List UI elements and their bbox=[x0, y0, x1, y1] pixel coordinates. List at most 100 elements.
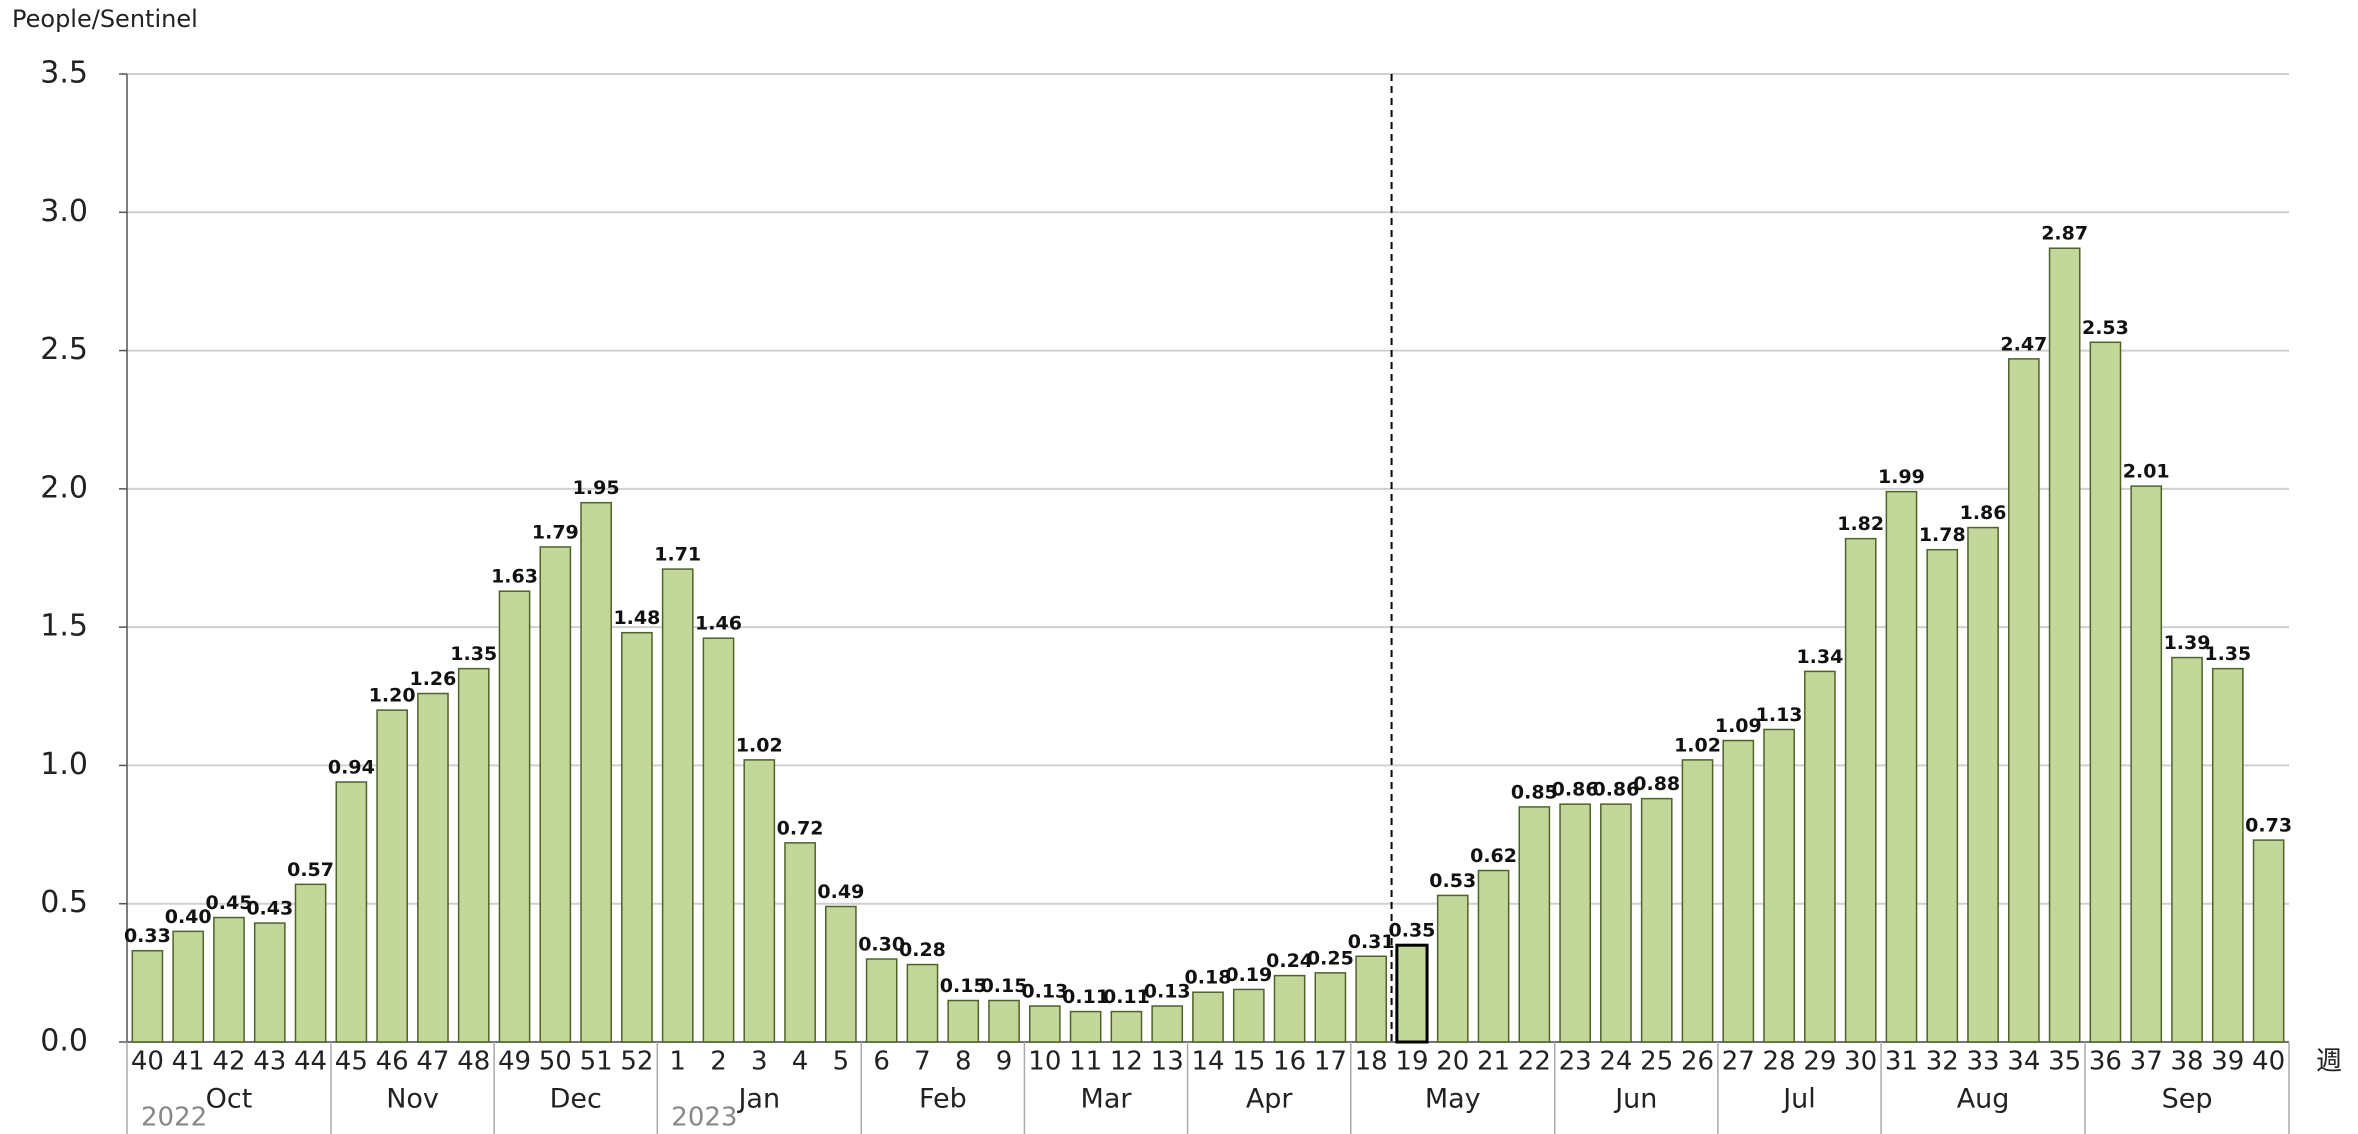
bar bbox=[702, 637, 735, 1043]
y-tick-label: 3.0 bbox=[40, 194, 88, 229]
year-label: 2022 bbox=[141, 1103, 207, 1133]
value-label: 2.01 bbox=[2123, 461, 2170, 483]
bar bbox=[1028, 1005, 1061, 1043]
value-label: 0.15 bbox=[981, 975, 1028, 997]
x-tick-label: 30 bbox=[1844, 1047, 1877, 1077]
x-tick-label: 5 bbox=[833, 1047, 850, 1077]
value-label: 0.49 bbox=[817, 881, 864, 903]
x-tick-label: 40 bbox=[2252, 1047, 2285, 1077]
x-tick-label: 47 bbox=[416, 1047, 449, 1077]
x-tick-label: 12 bbox=[1110, 1047, 1143, 1077]
year-label: 2023 bbox=[671, 1103, 737, 1133]
bar bbox=[1885, 490, 1918, 1043]
x-tick-label: 3 bbox=[751, 1047, 768, 1077]
value-label: 1.71 bbox=[654, 544, 701, 566]
x-tick-label: 29 bbox=[1803, 1047, 1836, 1077]
value-label: 0.35 bbox=[1389, 920, 1436, 942]
y-tick-label: 2.5 bbox=[40, 332, 88, 367]
bar bbox=[906, 963, 939, 1043]
value-label: 0.73 bbox=[2245, 815, 2292, 837]
x-tick-label: 1 bbox=[669, 1047, 686, 1077]
bar bbox=[2171, 656, 2203, 1043]
x-tick-label: 40 bbox=[131, 1047, 164, 1077]
value-label: 1.02 bbox=[736, 734, 783, 756]
month-label: Mar bbox=[1081, 1084, 1133, 1115]
value-label: 1.34 bbox=[1796, 646, 1843, 668]
value-label: 0.57 bbox=[287, 859, 334, 881]
x-tick-label: 50 bbox=[539, 1047, 572, 1077]
value-label: 0.88 bbox=[1633, 773, 1680, 795]
value-label: 1.02 bbox=[1674, 734, 1721, 756]
value-label: 0.62 bbox=[1470, 845, 1517, 867]
bar bbox=[1681, 759, 1714, 1043]
bar bbox=[1722, 739, 1755, 1043]
bar bbox=[376, 709, 408, 1043]
bar bbox=[1926, 548, 1959, 1043]
bar bbox=[2130, 485, 2163, 1043]
value-label: 0.28 bbox=[899, 939, 946, 961]
value-label: 1.26 bbox=[409, 668, 456, 690]
y-tick-label: 1.5 bbox=[40, 609, 88, 644]
month-label: Feb bbox=[919, 1084, 967, 1115]
value-label: 0.18 bbox=[1185, 967, 1232, 989]
bar bbox=[1232, 988, 1265, 1043]
value-label: 1.39 bbox=[2164, 632, 2211, 654]
bar bbox=[2048, 247, 2081, 1043]
value-label: 0.11 bbox=[1103, 986, 1150, 1008]
bar bbox=[621, 631, 653, 1043]
x-tick-label: 16 bbox=[1273, 1047, 1306, 1077]
bar bbox=[1804, 670, 1836, 1043]
value-label: 0.86 bbox=[1552, 779, 1599, 801]
bar bbox=[743, 759, 776, 1043]
bar bbox=[1967, 526, 1999, 1043]
bar bbox=[335, 781, 368, 1043]
value-label: 1.78 bbox=[1919, 524, 1966, 546]
y-tick-label: 0.0 bbox=[40, 1024, 88, 1059]
month-label: Oct bbox=[206, 1084, 253, 1115]
value-label: 1.63 bbox=[491, 566, 538, 588]
value-label: 1.95 bbox=[573, 477, 620, 499]
value-label: 1.46 bbox=[695, 613, 742, 635]
x-tick-label: 25 bbox=[1640, 1047, 1673, 1077]
bar bbox=[457, 667, 490, 1043]
x-tick-label: 21 bbox=[1477, 1047, 1510, 1077]
bar bbox=[1151, 1005, 1184, 1043]
month-label: Dec bbox=[550, 1084, 602, 1115]
x-tick-label: 19 bbox=[1395, 1047, 1428, 1077]
month-label: Apr bbox=[1246, 1084, 1294, 1115]
x-tick-label: 51 bbox=[580, 1047, 613, 1077]
value-label: 1.35 bbox=[2204, 643, 2251, 665]
value-label: 0.13 bbox=[1144, 981, 1191, 1003]
x-tick-label: 18 bbox=[1355, 1047, 1388, 1077]
value-label: 1.79 bbox=[532, 521, 579, 543]
bar bbox=[417, 692, 449, 1043]
value-label: 0.13 bbox=[1021, 981, 1068, 1003]
x-tick-label: 15 bbox=[1232, 1047, 1265, 1077]
bar bbox=[2211, 667, 2244, 1043]
value-label: 1.48 bbox=[613, 607, 660, 629]
value-label: 1.99 bbox=[1878, 466, 1925, 488]
value-label: 1.09 bbox=[1715, 715, 1762, 737]
x-tick-label: 27 bbox=[1722, 1047, 1755, 1077]
bar bbox=[1436, 894, 1469, 1043]
value-label: 0.25 bbox=[1307, 947, 1354, 969]
bar bbox=[1314, 972, 1347, 1043]
bar bbox=[661, 568, 694, 1043]
value-label: 0.40 bbox=[165, 906, 212, 928]
value-label: 0.15 bbox=[940, 975, 987, 997]
bar bbox=[1559, 803, 1591, 1043]
x-tick-label: 41 bbox=[172, 1047, 205, 1077]
value-label: 0.30 bbox=[858, 934, 905, 956]
value-label: 1.13 bbox=[1756, 704, 1803, 726]
bar bbox=[1477, 869, 1510, 1043]
month-label: Sep bbox=[2162, 1084, 2213, 1115]
x-tick-label: 14 bbox=[1191, 1047, 1224, 1077]
x-axis-label: 週 bbox=[2316, 1047, 2342, 1077]
y-tick-label: 1.0 bbox=[40, 747, 88, 782]
x-tick-label: 36 bbox=[2089, 1047, 2122, 1077]
x-tick-label: 39 bbox=[2211, 1047, 2244, 1077]
bar bbox=[2089, 341, 2122, 1043]
x-tick-label: 37 bbox=[2130, 1047, 2163, 1077]
bar bbox=[947, 999, 980, 1043]
bar bbox=[1640, 797, 1673, 1043]
